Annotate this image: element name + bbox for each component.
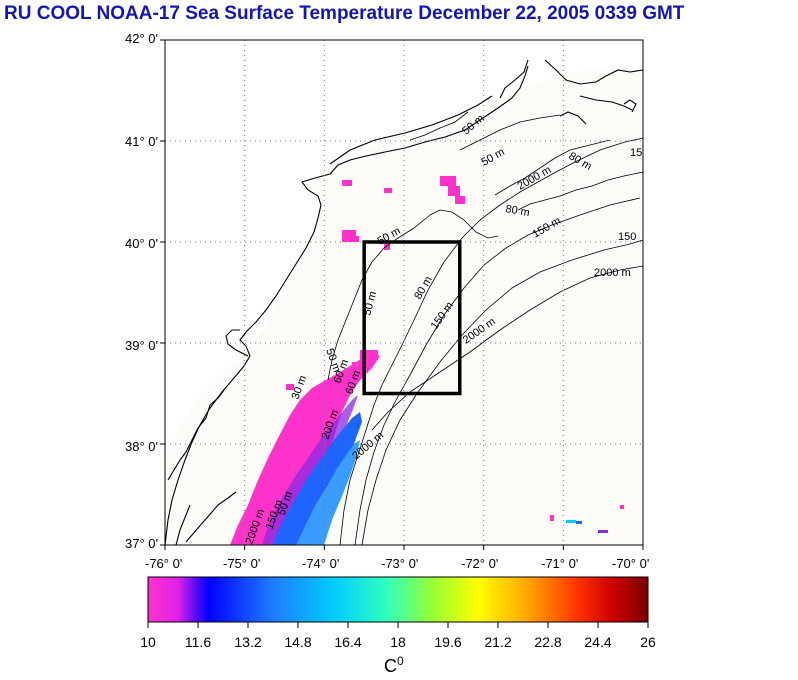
sst-blue-band [272,412,362,545]
lon-label: -76° 0' [145,556,183,571]
colorbar [147,576,649,623]
colorbar-label: 18 [390,634,406,650]
study-area-box [362,240,462,396]
colorbar-label: 10 [140,634,156,650]
lat-label: 42° 0' [125,31,158,46]
lat-label: 41° 0' [125,134,158,149]
sst-lightblue-band [296,440,360,545]
colorbar-label: 19.6 [434,634,462,650]
lon-label: -72° 0' [461,556,499,571]
lon-label: -75° 0' [223,556,261,571]
lon-label: -70° 0' [612,556,650,571]
contour-label: 2000 m [594,267,631,279]
colorbar-ticks [147,622,649,628]
colorbar-label: 24.4 [584,634,612,650]
lon-label: -74° 0' [302,556,340,571]
colorbar-label: 14.8 [284,634,312,650]
lat-label: 37° 0' [125,536,158,551]
bathymetry-contours [327,111,643,545]
units-sup: 0 [397,654,404,668]
units-text: C [384,656,397,676]
colorbar-units: C0 [384,654,404,677]
contour-label: 15 [630,147,642,159]
axis-ticks [160,39,644,550]
lat-label: 38° 0' [125,439,158,454]
sst-cold-band [230,352,380,545]
colorbar-label: 21.2 [484,634,512,650]
contour-label: 150 [618,231,636,243]
coastlines [165,59,643,545]
grid-lines [165,40,643,545]
sst-patches [286,176,465,390]
lon-label: -71° 0' [541,556,579,571]
offshore-pixels [550,505,624,533]
colorbar-label: 11.6 [184,634,212,650]
sst-purple-band [262,395,358,545]
colorbar-label: 16.4 [334,634,362,650]
page-title: RU COOL NOAA-17 Sea Surface Temperature … [4,3,685,24]
lat-label: 40° 0' [125,236,158,251]
contour-label: 80 m [504,203,530,219]
colorbar-label: 26 [640,634,656,650]
colorbar-label: 13.2 [234,634,262,650]
colorbar-label: 22.8 [534,634,562,650]
lon-label: -73° 0' [381,556,419,571]
lat-label: 39° 0' [125,338,158,353]
